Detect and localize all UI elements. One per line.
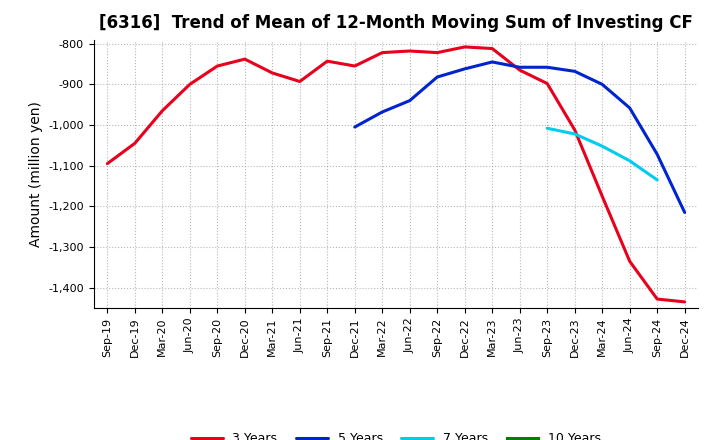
5 Years (680, 210, 689, 215)
Title: [6316]  Trend of Mean of 12-Month Moving Sum of Investing CF: [6316] Trend of Mean of 12-Month Moving … (99, 15, 693, 33)
5 Years (488, 59, 497, 65)
3 Years (433, 50, 441, 55)
7 Years (598, 143, 606, 149)
5 Years (460, 66, 469, 72)
3 Years (626, 259, 634, 264)
7 Years (543, 125, 552, 131)
Line: 7 Years: 7 Years (547, 128, 657, 180)
5 Years (598, 82, 606, 87)
3 Years (598, 194, 606, 199)
5 Years (405, 98, 414, 103)
Line: 5 Years: 5 Years (355, 62, 685, 213)
Line: 3 Years: 3 Years (107, 47, 685, 302)
Y-axis label: Amount (million yen): Amount (million yen) (29, 101, 42, 247)
3 Years (186, 82, 194, 87)
3 Years (130, 141, 139, 146)
3 Years (268, 70, 276, 76)
3 Years (103, 161, 112, 166)
3 Years (158, 108, 166, 114)
3 Years (378, 50, 387, 55)
7 Years (626, 158, 634, 163)
3 Years (543, 81, 552, 86)
3 Years (351, 63, 359, 69)
3 Years (516, 67, 524, 73)
3 Years (213, 63, 222, 69)
3 Years (405, 48, 414, 54)
7 Years (653, 177, 662, 183)
5 Years (351, 125, 359, 130)
3 Years (570, 127, 579, 132)
3 Years (653, 297, 662, 302)
Legend: 3 Years, 5 Years, 7 Years, 10 Years: 3 Years, 5 Years, 7 Years, 10 Years (186, 427, 606, 440)
5 Years (543, 65, 552, 70)
5 Years (516, 65, 524, 70)
3 Years (240, 56, 249, 62)
3 Years (323, 59, 332, 64)
7 Years (570, 131, 579, 136)
5 Years (626, 105, 634, 110)
3 Years (295, 79, 304, 84)
3 Years (680, 299, 689, 304)
3 Years (488, 46, 497, 51)
5 Years (378, 110, 387, 115)
5 Years (433, 74, 441, 80)
5 Years (570, 69, 579, 74)
5 Years (653, 152, 662, 157)
3 Years (460, 44, 469, 50)
